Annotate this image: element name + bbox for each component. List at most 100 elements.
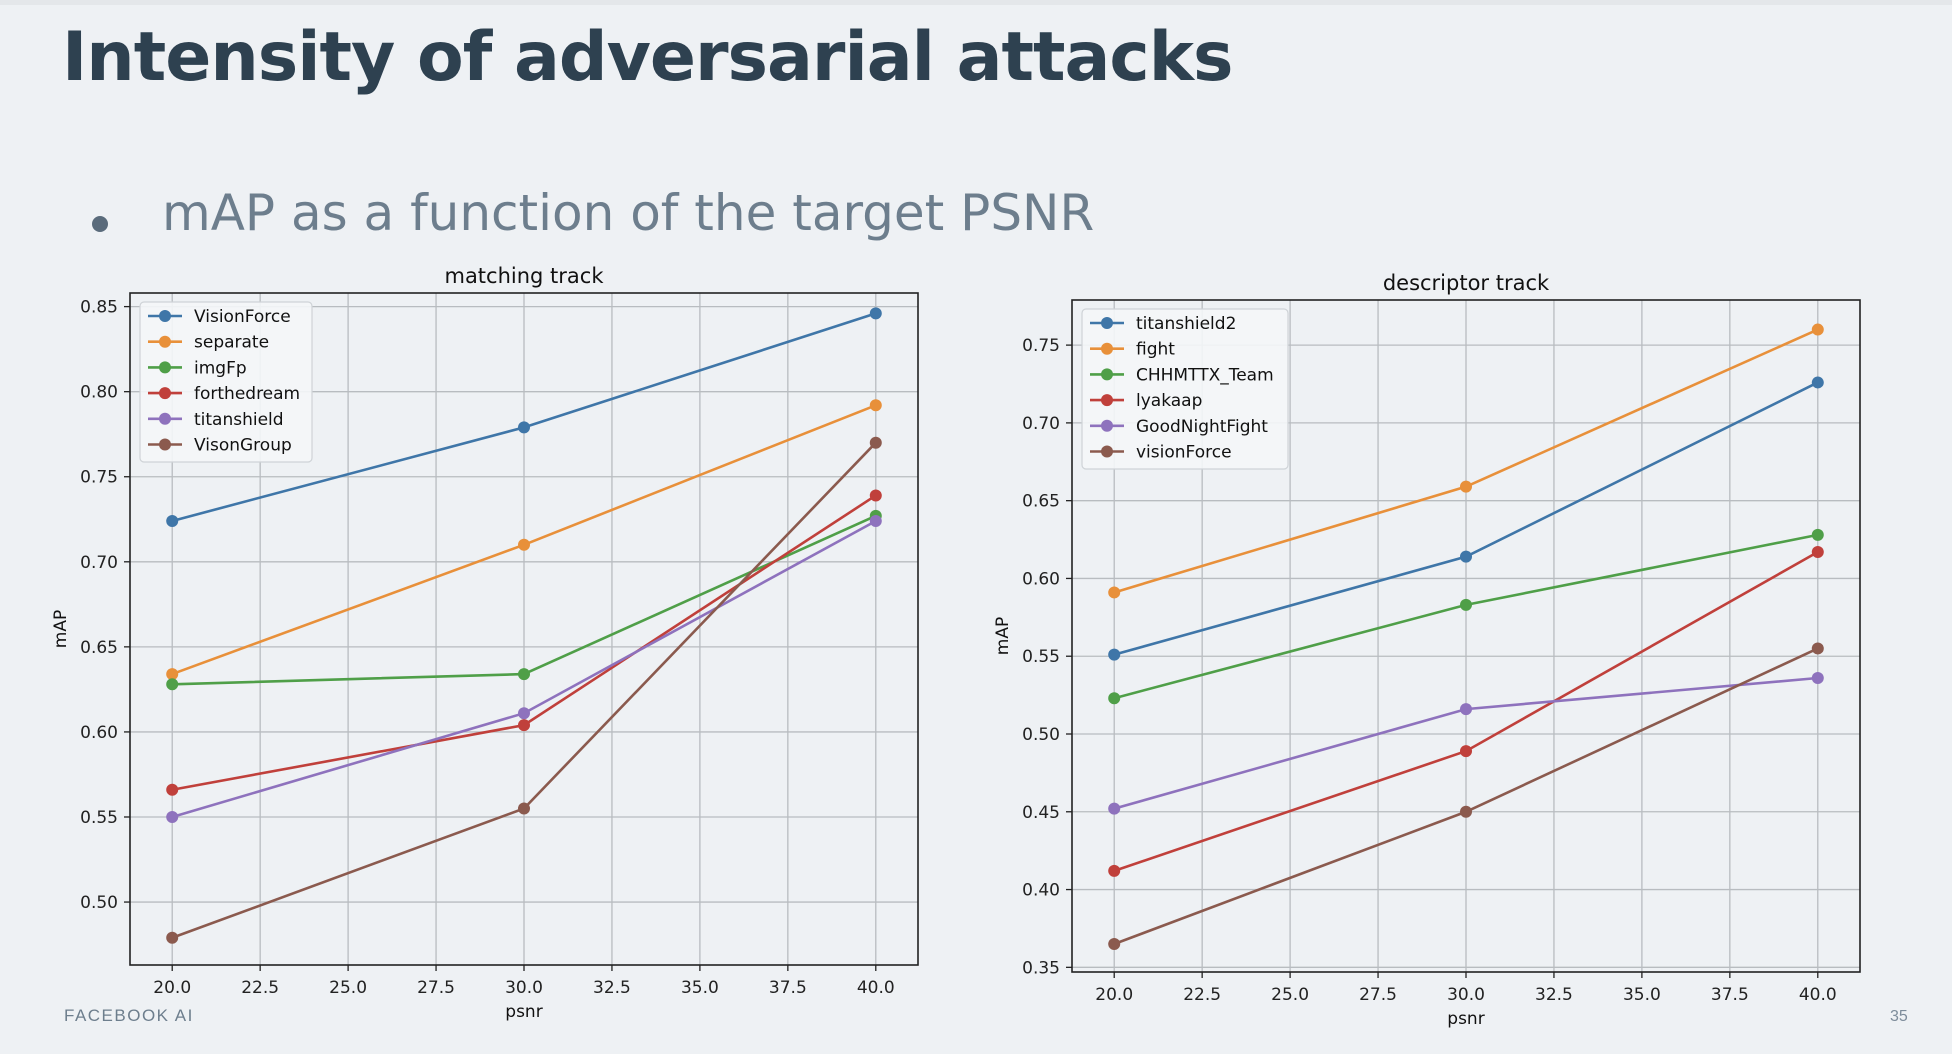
data-point-GoodNightFight <box>1811 672 1824 684</box>
x-tick-label: 37.5 <box>1711 985 1749 1005</box>
bullet-text: mAP as a function of the target PSNR <box>162 184 1095 242</box>
bullet-icon <box>92 216 108 232</box>
data-point-visionForce <box>1460 805 1472 818</box>
page-number: 35 <box>1890 1008 1908 1025</box>
data-point-titanshield <box>518 707 530 720</box>
x-tick-label: 30.0 <box>505 978 543 998</box>
y-tick-label: 0.65 <box>1022 492 1060 512</box>
x-tick-label: 35.0 <box>681 978 719 998</box>
data-point-fight <box>1460 480 1472 493</box>
legend-marker-CHHMTTX_Team <box>1101 368 1113 381</box>
x-tick-label: 20.0 <box>1095 985 1133 1005</box>
data-point-forthedream <box>518 719 530 732</box>
chart-title: descriptor track <box>1383 271 1550 295</box>
data-point-lyakaap <box>1811 546 1824 558</box>
legend-marker-fight <box>1101 342 1113 355</box>
y-tick-label: 0.75 <box>1022 336 1060 356</box>
y-tick-label: 0.85 <box>80 298 118 318</box>
x-tick-label: 20.0 <box>153 978 191 998</box>
data-point-VisionForce <box>166 514 179 527</box>
y-tick-label: 0.55 <box>1022 647 1060 667</box>
legend-label: titanshield <box>194 410 284 430</box>
y-tick-label: 0.65 <box>80 638 118 658</box>
x-tick-label: 40.0 <box>1799 985 1837 1005</box>
x-tick-label: 27.5 <box>417 978 455 998</box>
legend-box <box>139 301 313 463</box>
x-tick-label: 32.5 <box>593 978 631 998</box>
y-tick-label: 0.80 <box>80 383 118 403</box>
y-tick-label: 0.75 <box>80 468 118 488</box>
legend-marker-titanshield2 <box>1101 317 1113 329</box>
x-tick-label: 37.5 <box>769 978 807 998</box>
y-tick-label: 0.60 <box>1022 569 1060 589</box>
legend-label: imgFp <box>194 358 247 378</box>
y-tick-label: 0.40 <box>1022 881 1060 901</box>
data-point-visionForce <box>1811 642 1824 655</box>
data-point-VisonGroup <box>869 436 882 449</box>
legend-label: VisonGroup <box>194 436 292 456</box>
legend-marker-GoodNightFight <box>1101 419 1113 432</box>
data-point-CHHMTTX_Team <box>1460 598 1472 611</box>
top-border <box>0 0 1952 5</box>
data-point-titanshield2 <box>1811 376 1824 389</box>
data-point-titanshield <box>166 810 179 823</box>
y-tick-label: 0.60 <box>80 723 118 743</box>
x-tick-label: 32.5 <box>1535 985 1573 1005</box>
y-tick-label: 0.55 <box>80 808 118 828</box>
x-tick-label: 40.0 <box>857 978 895 998</box>
legend-marker-lyakaap <box>1101 394 1113 407</box>
data-point-separate <box>166 668 179 681</box>
legend-label: lyakaap <box>1136 391 1202 411</box>
x-tick-label: 25.0 <box>1271 985 1309 1005</box>
data-point-imgFp <box>166 678 179 691</box>
y-axis-label: mAP <box>51 610 71 648</box>
legend-label: forthedream <box>194 384 300 404</box>
data-point-lyakaap <box>1460 745 1472 758</box>
legend-marker-imgFp <box>159 361 171 374</box>
data-point-VisionForce <box>518 421 530 434</box>
data-point-GoodNightFight <box>1460 703 1472 716</box>
data-point-titanshield <box>869 514 882 527</box>
x-axis-label: psnr <box>505 1002 542 1022</box>
data-point-CHHMTTX_Team <box>1108 692 1121 705</box>
legend-label: titanshield2 <box>1136 314 1236 334</box>
y-tick-label: 0.45 <box>1022 803 1060 823</box>
x-tick-label: 35.0 <box>1623 985 1661 1005</box>
data-point-titanshield2 <box>1108 648 1121 661</box>
data-point-CHHMTTX_Team <box>1811 528 1824 541</box>
legend-box <box>1081 308 1289 470</box>
data-point-VisionForce <box>869 307 882 320</box>
legend-label: VisionForce <box>194 307 291 327</box>
data-point-GoodNightFight <box>1108 802 1121 815</box>
data-point-imgFp <box>518 668 530 681</box>
legend-marker-VisonGroup <box>159 438 171 451</box>
data-point-fight <box>1811 323 1824 336</box>
y-axis-label: mAP <box>993 617 1013 655</box>
legend-label: CHHMTTX_Team <box>1136 365 1274 385</box>
data-point-lyakaap <box>1108 864 1121 877</box>
data-point-separate <box>869 399 882 412</box>
y-tick-label: 0.70 <box>1022 414 1060 434</box>
data-point-titanshield2 <box>1460 550 1472 563</box>
legend-marker-VisionForce <box>159 310 171 322</box>
legend-marker-visionForce <box>1101 445 1113 458</box>
x-tick-label: 22.5 <box>1183 985 1221 1005</box>
data-point-separate <box>518 538 530 551</box>
legend-label: separate <box>194 333 269 353</box>
legend-label: GoodNightFight <box>1136 417 1268 437</box>
data-point-forthedream <box>869 489 882 502</box>
x-axis-label: psnr <box>1447 1009 1484 1029</box>
y-tick-label: 0.50 <box>80 893 118 913</box>
x-tick-label: 25.0 <box>329 978 367 998</box>
x-tick-label: 27.5 <box>1359 985 1397 1005</box>
legend-marker-titanshield <box>159 412 171 425</box>
y-tick-label: 0.50 <box>1022 725 1060 745</box>
data-point-forthedream <box>166 783 179 796</box>
legend-label: visionForce <box>1136 443 1232 463</box>
y-tick-label: 0.70 <box>80 553 118 573</box>
y-tick-label: 0.35 <box>1022 958 1060 978</box>
legend-label: fight <box>1136 340 1175 360</box>
legend-marker-separate <box>159 335 171 348</box>
